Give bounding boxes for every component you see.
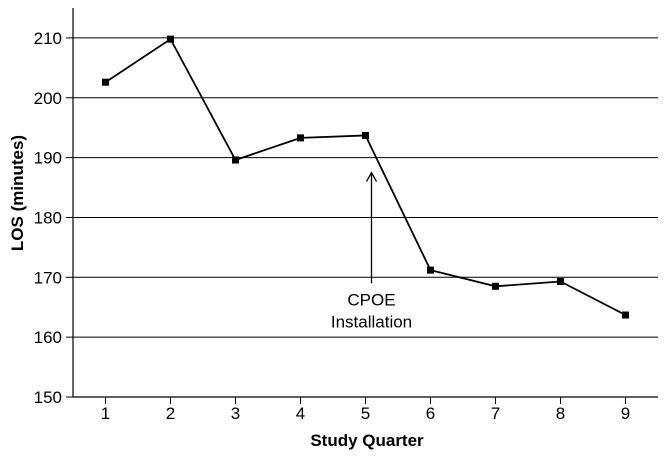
data-point-4 <box>297 134 304 142</box>
y-tick-label-180: 180 <box>34 208 62 227</box>
annotation-text-1: CPOE <box>347 290 395 309</box>
x-tick-label-6: 6 <box>426 404 435 423</box>
x-axis-label: Study Quarter <box>310 431 424 450</box>
x-tick-label-4: 4 <box>296 404 305 423</box>
x-tick-label-5: 5 <box>361 404 370 423</box>
y-tick-label-150: 150 <box>34 388 62 407</box>
data-point-7 <box>492 282 499 290</box>
x-tick-label-7: 7 <box>491 404 500 423</box>
y-tick-label-160: 160 <box>34 328 62 347</box>
x-tick-label-9: 9 <box>621 404 630 423</box>
annotation-arrowhead <box>365 171 378 182</box>
x-tick-label-2: 2 <box>166 404 175 423</box>
data-point-9 <box>622 311 629 319</box>
data-point-8 <box>557 277 564 285</box>
axes <box>72 8 658 398</box>
y-axis-label: LOS (minutes) <box>8 135 27 251</box>
x-tick-label-3: 3 <box>231 404 240 423</box>
x-tick-label-1: 1 <box>101 404 110 423</box>
y-tick-label-170: 170 <box>34 268 62 287</box>
x-tick-labels: 1 2 3 4 5 6 7 8 9 <box>101 397 630 423</box>
annotation-text-2: Installation <box>331 312 412 331</box>
x-tick-label-8: 8 <box>556 404 565 423</box>
data-point-6 <box>427 266 434 274</box>
series-line <box>105 37 626 316</box>
series-layer <box>102 35 629 319</box>
data-point-3 <box>232 156 239 164</box>
data-point-1 <box>102 78 109 86</box>
y-tick-label-200: 200 <box>34 89 62 108</box>
y-tick-label-190: 190 <box>34 149 62 168</box>
cpoe-annotation: CPOE Installation <box>331 171 412 331</box>
data-point-5 <box>362 131 369 139</box>
data-point-2 <box>167 35 174 43</box>
y-tick-label-210: 210 <box>34 29 62 48</box>
y-tick-labels: 150 160 170 180 190 200 210 <box>34 29 73 407</box>
